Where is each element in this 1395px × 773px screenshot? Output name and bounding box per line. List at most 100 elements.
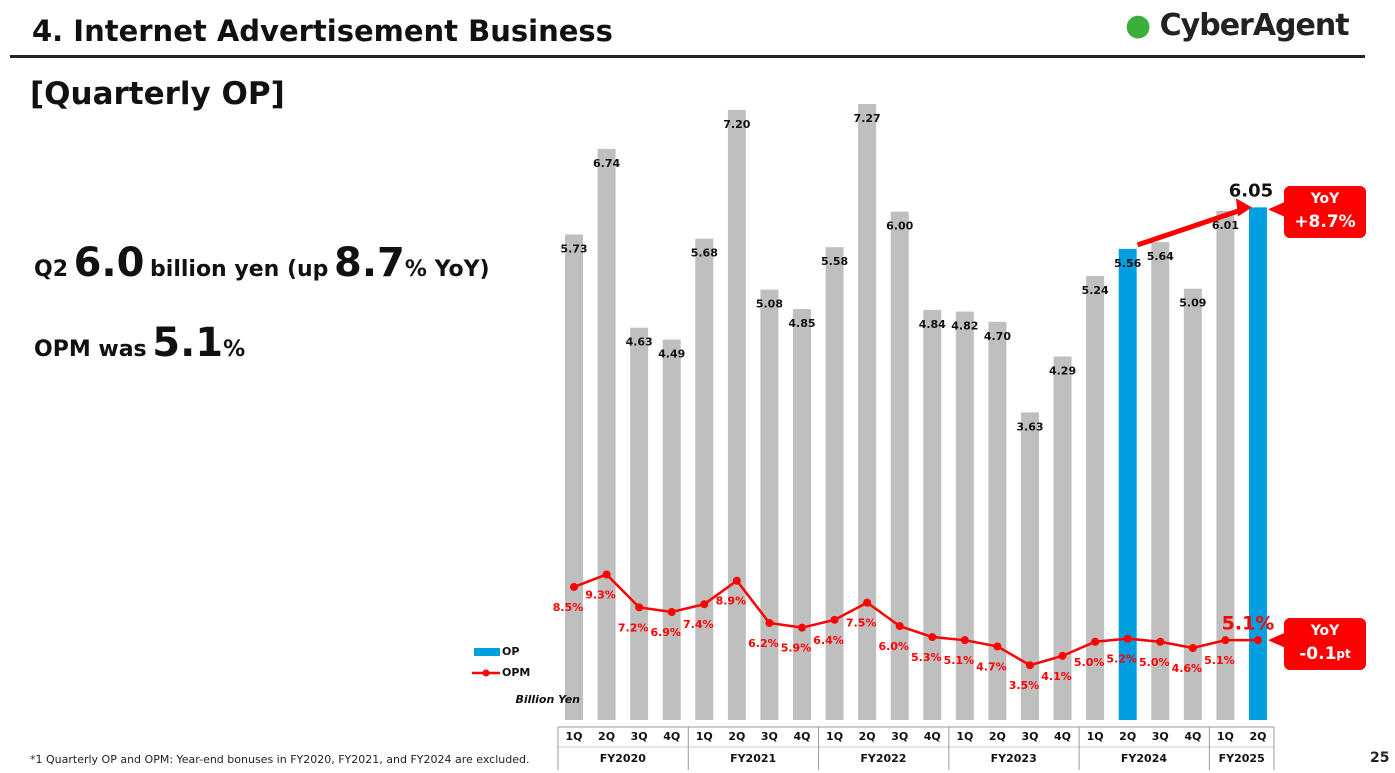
legend-label: OP: [502, 645, 519, 658]
bar: [597, 148, 616, 720]
bar-value-label: 4.84: [919, 318, 946, 331]
group-label: FY2022: [860, 752, 906, 765]
x-tick-label: 4Q: [1054, 730, 1071, 743]
opm-point: [1253, 636, 1262, 645]
bar-value-label: 7.20: [723, 118, 750, 131]
headline-part: % YoY): [404, 257, 490, 282]
group-label: FY2021: [730, 752, 776, 765]
opm-point: [570, 582, 578, 591]
opm-value-label: 5.0%: [1074, 656, 1105, 669]
bar: [1118, 248, 1137, 720]
unit-label: Billion Yen: [515, 693, 580, 706]
bar: [1053, 356, 1072, 720]
opm-value-label: 7.2%: [618, 621, 649, 634]
x-tick-label: 4Q: [793, 730, 810, 743]
opm-point: [993, 642, 1002, 651]
bar-value-label: 4.63: [626, 336, 653, 349]
bar: [695, 238, 714, 721]
yoy-arrow: [1136, 208, 1241, 248]
opm-point: [895, 622, 904, 631]
opm-point: [830, 615, 839, 624]
bar-value-label: 6.01: [1212, 219, 1239, 232]
x-tick-label: 1Q: [1217, 730, 1234, 743]
subtitle: [Quarterly OP]: [30, 76, 285, 112]
bar-value-label: 5.68: [691, 247, 718, 260]
bar-value-label: 5.58: [821, 255, 848, 268]
opm-point: [700, 600, 709, 609]
bar: [565, 234, 583, 720]
x-tick-label: 2Q: [859, 730, 876, 743]
yoy-value: +8.7%: [1294, 212, 1355, 232]
opm-line: [573, 572, 1258, 667]
opm-value-label: 4.1%: [1041, 670, 1072, 683]
opm-value-label: 8.5%: [553, 601, 584, 614]
x-tick-label: 1Q: [826, 730, 843, 743]
opm-part: OPM was: [34, 337, 147, 362]
bar-value-label: 5.64: [1147, 250, 1174, 263]
x-tick-label: 3Q: [761, 730, 778, 743]
bar: [727, 109, 746, 721]
x-tick-label: 3Q: [891, 730, 908, 743]
footnote: *1 Quarterly OP and OPM: Year-end bonuse…: [30, 753, 530, 766]
bar: [1183, 288, 1202, 720]
yoy-value-number: -0.1: [1299, 644, 1336, 664]
yoy-value-unit: pt: [1336, 647, 1351, 661]
opm-value-label: 5.3%: [911, 651, 942, 664]
opm-part: %: [223, 337, 246, 362]
opm-value-label: 5.1%: [944, 654, 975, 667]
logo: ● CyberAgent: [1125, 8, 1350, 43]
x-tick-label: 3Q: [1021, 730, 1038, 743]
bar-value-label: 5.73: [560, 242, 587, 255]
page-number: 25: [1370, 750, 1390, 766]
opm-value-label: 5.2%: [1106, 653, 1137, 666]
opm-value-label: 4.7%: [976, 660, 1007, 673]
x-tick-label: 2Q: [728, 730, 745, 743]
headline-part: 6.0: [73, 240, 145, 286]
opm-point: [1025, 661, 1034, 670]
opm-value-label: 5.1%: [1222, 613, 1275, 635]
opm-value-label: 5.9%: [781, 642, 812, 655]
x-tick-label: 4Q: [1184, 730, 1201, 743]
opm-value-label: 4.6%: [1172, 662, 1203, 675]
headline-part: 8.7: [334, 240, 405, 286]
bar: [890, 211, 909, 720]
bar-value-label: 6.00: [886, 220, 913, 233]
opm-point: [1058, 651, 1067, 660]
bar: [955, 311, 974, 720]
group-label: FY2025: [1219, 752, 1265, 765]
yoy-value-number: +8.7%: [1294, 212, 1355, 232]
opm-point: [960, 636, 969, 645]
opm-point: [1123, 634, 1132, 643]
bar-value-label: 7.27: [854, 112, 881, 125]
bar-value-label: 4.85: [788, 317, 815, 330]
opm-point: [667, 608, 676, 617]
bar: [923, 309, 942, 720]
x-tick-label: 2Q: [598, 730, 615, 743]
bar-value-label: 3.63: [1016, 420, 1043, 433]
bar-value-label: 4.29: [1049, 365, 1076, 378]
group-label: FY2020: [600, 752, 646, 765]
opm-point: [797, 623, 806, 632]
bar-value-label: 4.82: [951, 320, 978, 333]
legend-swatch: [482, 669, 490, 677]
bar: [1216, 210, 1235, 721]
x-tick-label: 2Q: [989, 730, 1006, 743]
opm-point: [1091, 637, 1100, 646]
bar: [1248, 207, 1267, 720]
opm-point: [635, 603, 644, 612]
bar-value-label: 4.70: [984, 330, 1011, 343]
opm-value-label: 7.5%: [846, 617, 877, 630]
bar: [760, 289, 779, 720]
opm-point: [765, 618, 774, 627]
bar: [792, 309, 811, 720]
yoy-box: [1284, 618, 1366, 670]
opm-value-label: 9.3%: [585, 588, 616, 601]
yoy-title: YoY: [1310, 191, 1340, 207]
opm-point: [1156, 637, 1165, 646]
logo-text: CyberAgent: [1159, 8, 1350, 43]
legend-swatch: [474, 648, 500, 656]
yoy-pointer: [1268, 632, 1286, 649]
x-tick-label: 3Q: [1152, 730, 1169, 743]
opm-value-label: 5.0%: [1139, 656, 1170, 669]
